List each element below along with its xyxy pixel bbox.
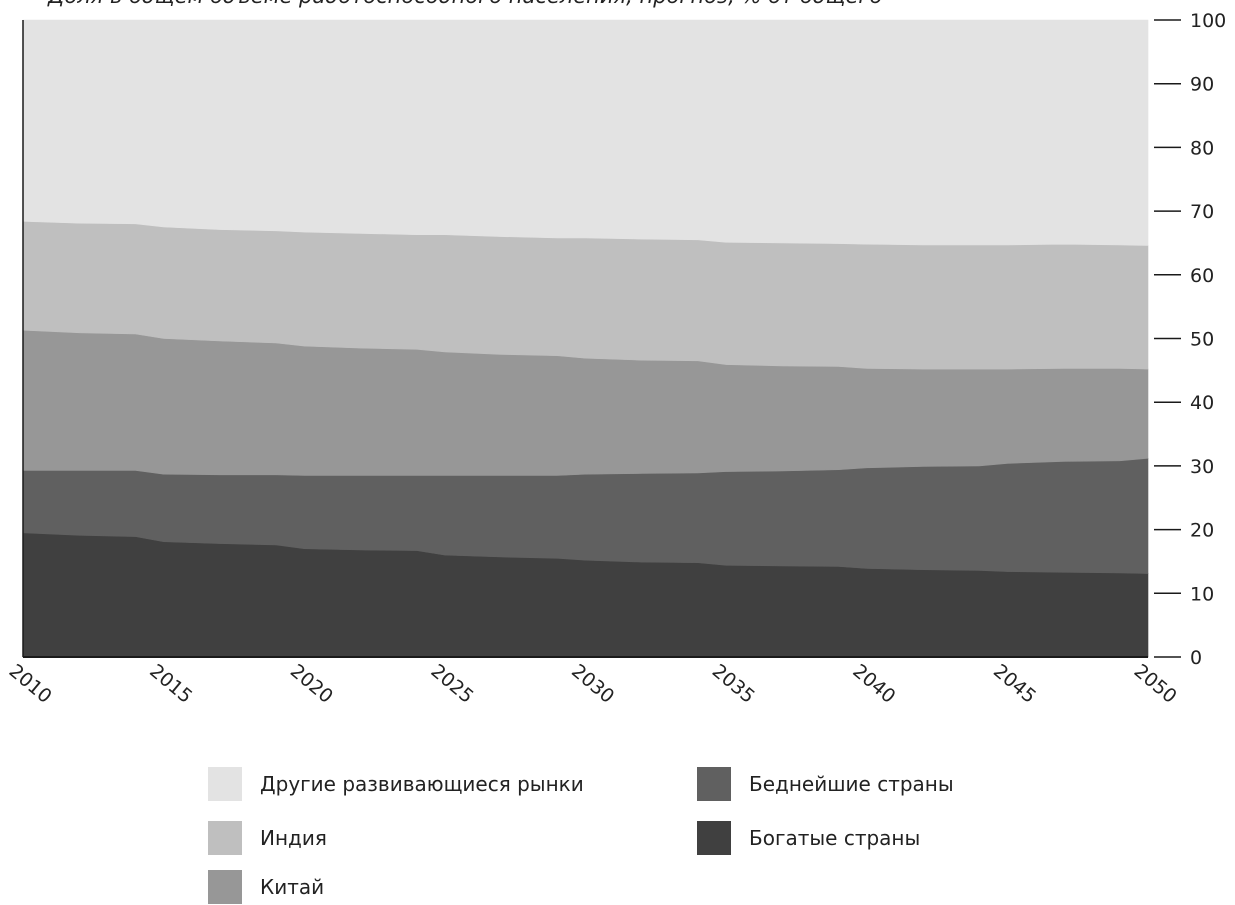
chart-title: Доля в общем объеме работоспособного нас… [48, 0, 882, 8]
y-tick-label: 10 [1190, 583, 1214, 605]
x-tick-label: 2040 [848, 660, 899, 708]
y-tick-label: 30 [1190, 456, 1214, 478]
area-series-4 [22, 19, 1149, 246]
y-tick-label: 90 [1190, 74, 1214, 96]
x-tick-label: 2050 [1130, 660, 1181, 708]
x-tick-label: 2020 [286, 660, 337, 708]
x-tick-label: 2030 [567, 660, 618, 708]
y-tick-label: 0 [1190, 647, 1202, 669]
x-tick-label: 2015 [145, 660, 196, 708]
area-series-group [22, 19, 1149, 658]
x-tick-label: 2025 [427, 660, 478, 708]
y-tick-label: 20 [1190, 520, 1214, 542]
y-tick-label: 60 [1190, 265, 1214, 287]
y-tick-label: 80 [1190, 137, 1214, 159]
y-tick-label: 50 [1190, 329, 1214, 351]
x-tick-label: 2010 [5, 660, 56, 708]
x-tick-label: 2045 [989, 660, 1040, 708]
y-tick-label: 100 [1190, 10, 1226, 32]
x-tick-label: 2035 [708, 660, 759, 708]
y-tick-label: 70 [1190, 201, 1214, 223]
y-tick-label: 40 [1190, 392, 1214, 414]
